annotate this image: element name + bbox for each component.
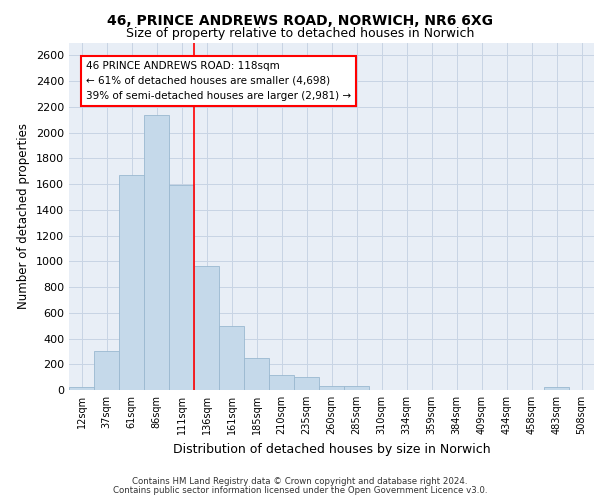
Bar bbox=[144, 114, 169, 390]
Bar bbox=[269, 374, 294, 390]
Bar bbox=[119, 175, 144, 390]
Bar bbox=[219, 326, 244, 390]
Bar bbox=[169, 186, 194, 390]
Bar bbox=[294, 377, 319, 390]
Bar bbox=[194, 266, 219, 390]
Text: 46, PRINCE ANDREWS ROAD, NORWICH, NR6 6XG: 46, PRINCE ANDREWS ROAD, NORWICH, NR6 6X… bbox=[107, 14, 493, 28]
Text: Contains public sector information licensed under the Open Government Licence v3: Contains public sector information licen… bbox=[113, 486, 487, 495]
Bar bbox=[544, 387, 569, 390]
Bar bbox=[244, 358, 269, 390]
Bar bbox=[344, 386, 369, 390]
Bar bbox=[94, 352, 119, 390]
Text: 46 PRINCE ANDREWS ROAD: 118sqm
← 61% of detached houses are smaller (4,698)
39% : 46 PRINCE ANDREWS ROAD: 118sqm ← 61% of … bbox=[86, 61, 351, 101]
Text: Size of property relative to detached houses in Norwich: Size of property relative to detached ho… bbox=[126, 28, 474, 40]
Text: Contains HM Land Registry data © Crown copyright and database right 2024.: Contains HM Land Registry data © Crown c… bbox=[132, 477, 468, 486]
X-axis label: Distribution of detached houses by size in Norwich: Distribution of detached houses by size … bbox=[173, 442, 490, 456]
Bar bbox=[69, 387, 94, 390]
Y-axis label: Number of detached properties: Number of detached properties bbox=[17, 123, 31, 309]
Bar bbox=[319, 386, 344, 390]
